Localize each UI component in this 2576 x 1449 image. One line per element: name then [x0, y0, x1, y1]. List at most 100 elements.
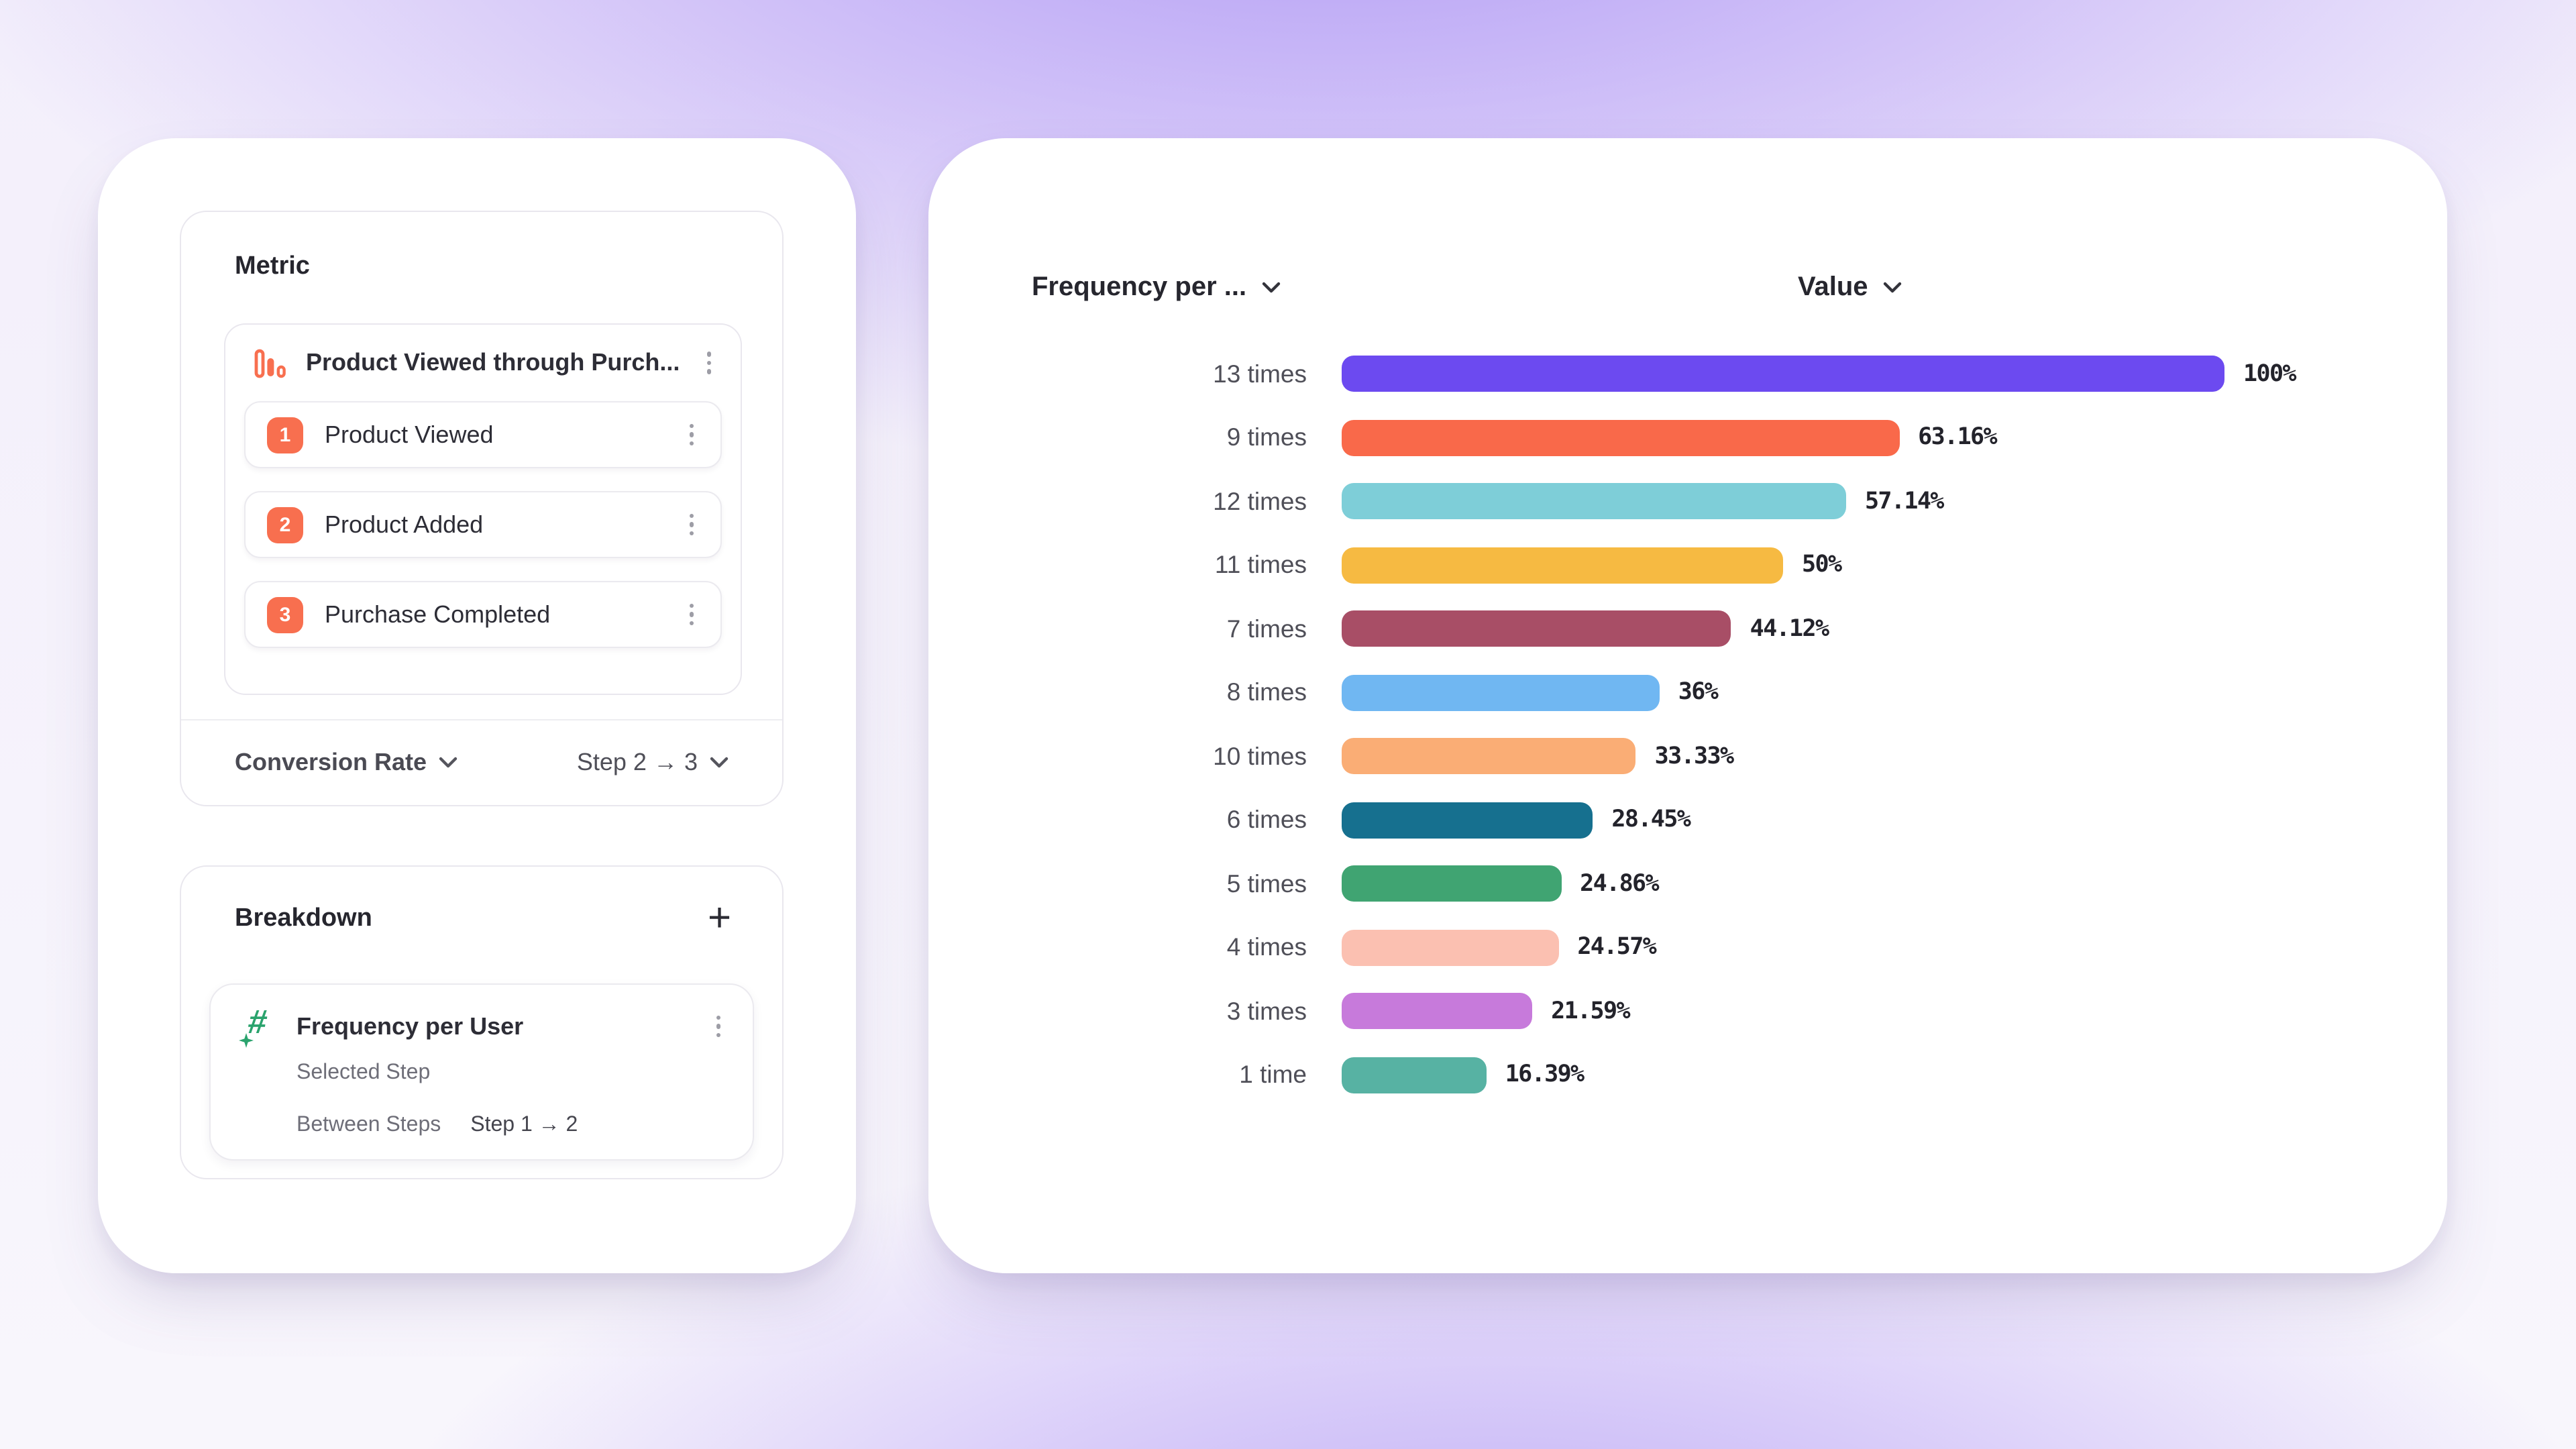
step-number-badge: 1	[267, 417, 303, 453]
value-column-dropdown[interactable]: Value	[1798, 272, 1903, 303]
chart-row-label: 3 times	[1226, 996, 1307, 1025]
chart-bar-value-label: 24.57%	[1577, 934, 1656, 961]
chart-row-label: 4 times	[1226, 932, 1307, 961]
chart-bar-value-label: 16.39%	[1505, 1061, 1585, 1089]
chart-row-label: 13 times	[1213, 359, 1307, 388]
chart-row: 10 times 33.33%	[928, 724, 2447, 788]
chart-bar-track: 24.86%	[1342, 865, 2447, 902]
between-steps-label: Between Steps	[297, 1114, 441, 1136]
chart-column-headers: Frequency per ... Value	[928, 272, 2447, 326]
step-label: Product Added	[325, 511, 484, 537]
chart-bar[interactable]	[1342, 610, 1731, 647]
hash-icon: #	[239, 1004, 280, 1048]
chart-row: 8 times 36%	[928, 661, 2447, 724]
chart-bar-value-label: 50%	[1802, 551, 1842, 579]
chart-row-label: 9 times	[1226, 423, 1307, 451]
chart-bar-track: 21.59%	[1342, 993, 2447, 1030]
chart-bar-value-label: 24.86%	[1580, 870, 1659, 898]
chart-bar[interactable]	[1342, 1057, 1487, 1093]
chart-bar-track: 63.16%	[1342, 419, 2447, 456]
chart-bar[interactable]	[1342, 674, 1660, 711]
step-label: Product Viewed	[325, 421, 494, 447]
chart-bar-track: 100%	[1342, 356, 2447, 392]
kebab-menu-icon[interactable]	[710, 1010, 726, 1043]
conversion-rate-label: Conversion Rate	[235, 748, 427, 775]
metric-section: Metric Product Viewed through Purch... 1…	[180, 211, 784, 806]
kebab-menu-icon[interactable]	[684, 598, 699, 631]
chart-bar-track: 33.33%	[1342, 738, 2447, 775]
step-range-dropdown[interactable]: Step 2 → 3	[577, 748, 729, 776]
kebab-menu-icon[interactable]	[684, 419, 699, 451]
value-column-header: Value	[1798, 272, 1868, 302]
chart-row: 1 time 16.39%	[928, 1043, 2447, 1107]
chart-bar-track: 16.39%	[1342, 1057, 2447, 1093]
chart-bar[interactable]	[1342, 356, 2224, 392]
chart-bar-value-label: 57.14%	[1864, 488, 1944, 515]
kebab-menu-icon[interactable]	[684, 508, 699, 541]
kebab-menu-icon[interactable]	[701, 347, 716, 380]
funnel-container: Product Viewed through Purch... 1 Produc…	[224, 323, 742, 695]
category-column-dropdown[interactable]: Frequency per ...	[1032, 272, 1281, 303]
chart-bar[interactable]	[1342, 929, 1559, 966]
chart-bar-track: 24.57%	[1342, 929, 2447, 966]
selected-step-label: Selected Step	[297, 1061, 431, 1084]
add-breakdown-button[interactable]: +	[707, 896, 731, 941]
between-steps-row[interactable]: Between Steps Step 1 → 2	[297, 1114, 578, 1138]
between-steps-value: Step 1 → 2	[470, 1114, 578, 1136]
breakdown-item-name: Frequency per User	[297, 1012, 524, 1039]
bar-chart-icon	[254, 348, 286, 378]
conversion-rate-dropdown[interactable]: Conversion Rate	[235, 748, 458, 776]
chart-bar-track: 50%	[1342, 547, 2447, 584]
chart-bar-track: 57.14%	[1342, 483, 2447, 520]
chart-bar-value-label: 100%	[2243, 360, 2297, 388]
breakdown-header: Breakdown +	[181, 867, 782, 941]
step-label: Purchase Completed	[325, 600, 551, 627]
chart-bar[interactable]	[1342, 483, 1846, 520]
chart-bar-track: 44.12%	[1342, 610, 2447, 647]
step-range-label: Step 2 → 3	[576, 748, 698, 775]
funnel-steps: 1 Product Viewed 2 Product Added 3 Purch…	[225, 401, 741, 648]
chart-bar-track: 36%	[1342, 674, 2447, 711]
funnel-step-product-viewed[interactable]: 1 Product Viewed	[244, 401, 722, 468]
chart-row-label: 11 times	[1214, 550, 1307, 579]
category-column-header: Frequency per ...	[1032, 272, 1247, 302]
chart-row-label: 12 times	[1213, 486, 1307, 515]
chart-bar[interactable]	[1342, 802, 1593, 839]
chart-bar-value-label: 63.16%	[1918, 424, 1997, 451]
chart-row: 6 times 28.45%	[928, 788, 2447, 852]
step-number-badge: 2	[267, 506, 303, 543]
chart-bar-value-label: 44.12%	[1750, 615, 1829, 643]
chart-bar[interactable]	[1342, 547, 1783, 584]
chart-row: 9 times 63.16%	[928, 406, 2447, 470]
chart-row: 11 times 50%	[928, 533, 2447, 597]
chart-row-label: 6 times	[1226, 805, 1307, 834]
funnel-step-purchase-completed[interactable]: 3 Purchase Completed	[244, 581, 722, 648]
chart-bar-value-label: 28.45%	[1611, 806, 1690, 834]
chart-bar[interactable]	[1342, 993, 1533, 1030]
chart-row: 5 times 24.86%	[928, 852, 2447, 916]
chart-row-label: 5 times	[1226, 869, 1307, 898]
funnel-title-row[interactable]: Product Viewed through Purch...	[225, 325, 741, 401]
chevron-down-icon	[710, 756, 729, 767]
chart-row: 13 times 100%	[928, 342, 2447, 406]
step-number-badge: 3	[267, 596, 303, 633]
breakdown-item-frequency-per-user[interactable]: # Frequency per User Selected Step Betwe…	[209, 983, 754, 1161]
chart-bar[interactable]	[1342, 865, 1562, 902]
chart-bar-value-label: 33.33%	[1654, 743, 1734, 770]
chart-bar[interactable]	[1342, 738, 1636, 775]
chart-row: 7 times 44.12%	[928, 597, 2447, 661]
chart-row: 3 times 21.59%	[928, 979, 2447, 1043]
chart-bar-value-label: 21.59%	[1551, 998, 1630, 1025]
chart-panel: Frequency per ... Value 13 times 100% 9 ti…	[928, 138, 2447, 1273]
metric-section-title: Metric	[235, 252, 310, 280]
breakdown-section-title: Breakdown	[235, 904, 372, 932]
query-builder-panel: Metric Product Viewed through Purch... 1…	[98, 138, 856, 1273]
funnel-name: Product Viewed through Purch...	[306, 349, 680, 376]
chevron-down-icon	[439, 756, 458, 767]
metric-footer: Conversion Rate Step 2 → 3	[181, 719, 782, 805]
chart-bar-value-label: 36%	[1678, 679, 1719, 706]
funnel-step-product-added[interactable]: 2 Product Added	[244, 491, 722, 558]
chart-row-label: 7 times	[1226, 614, 1307, 643]
chart-bar[interactable]	[1342, 419, 1900, 456]
